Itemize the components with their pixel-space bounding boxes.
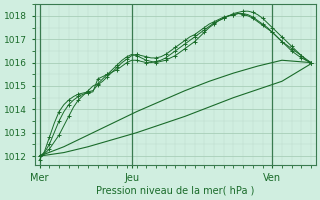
X-axis label: Pression niveau de la mer( hPa ): Pression niveau de la mer( hPa ) [96, 186, 254, 196]
